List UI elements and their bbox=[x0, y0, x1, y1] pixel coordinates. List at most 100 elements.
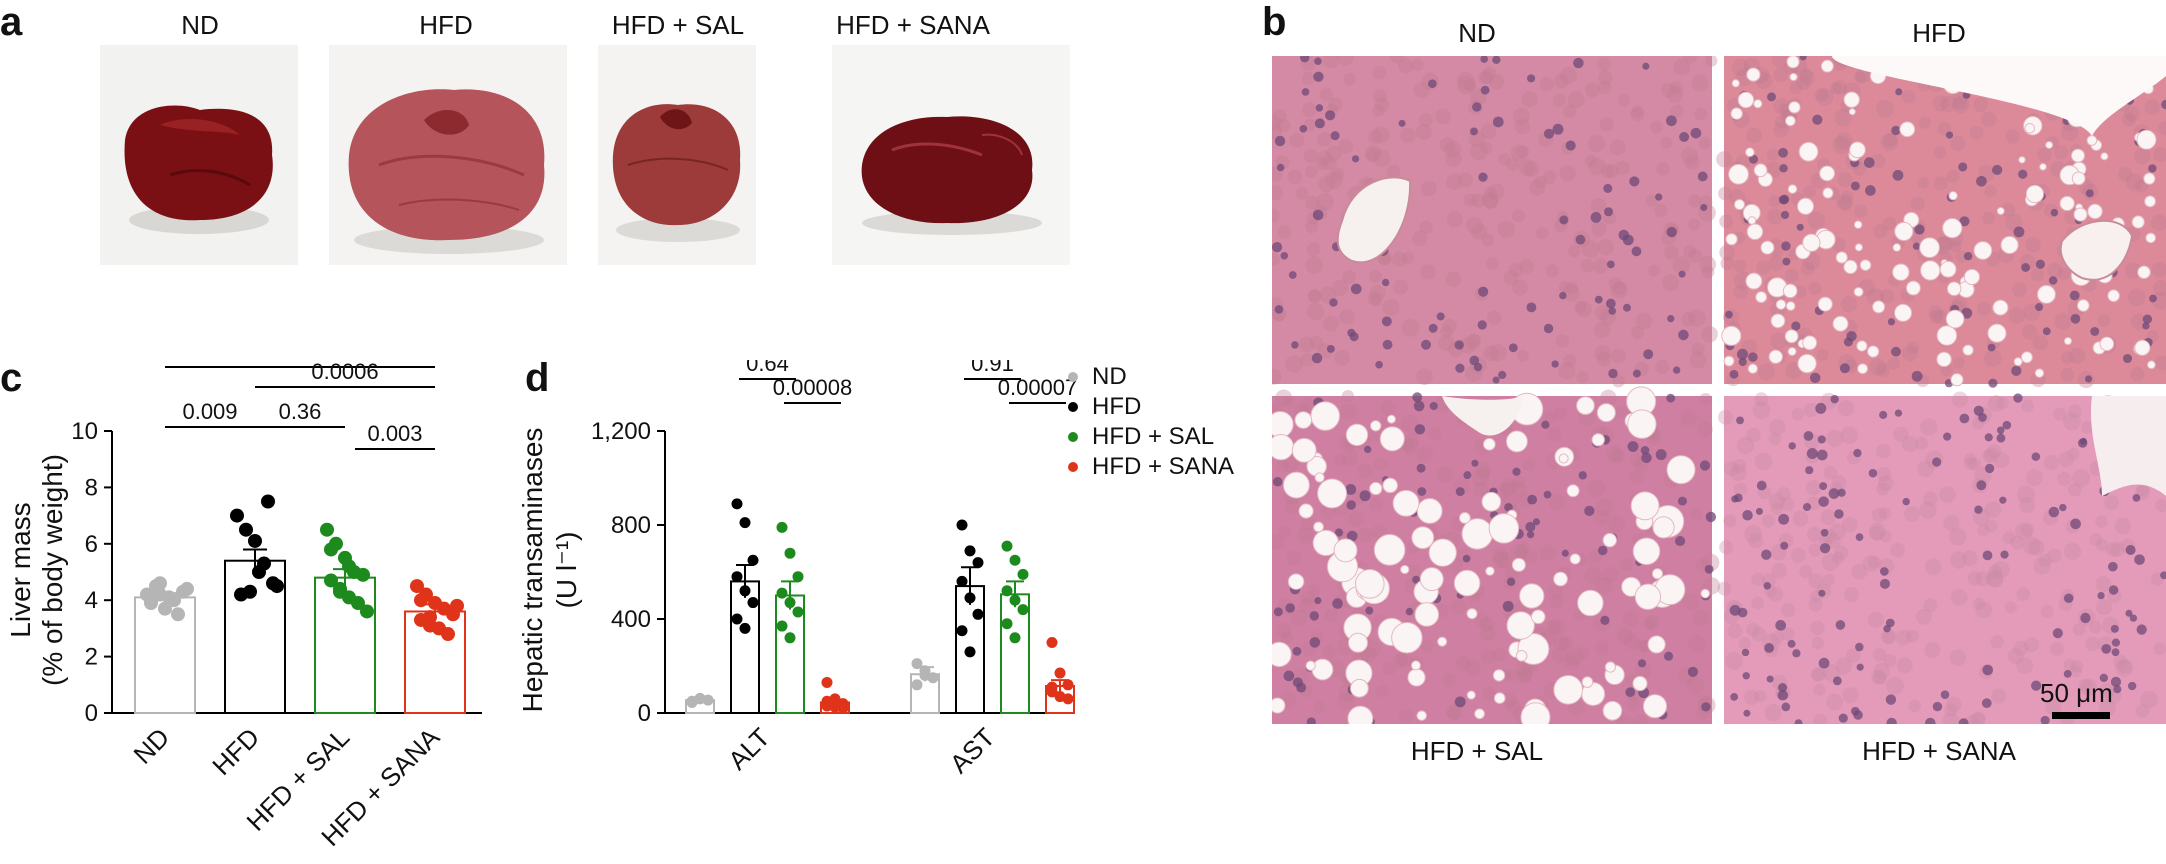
histo-caption-hfd-sal: HFD + SAL bbox=[1410, 736, 1544, 766]
c-point bbox=[180, 581, 194, 596]
c-comparison-label: 0.009 bbox=[182, 399, 237, 424]
c-point bbox=[410, 579, 424, 594]
d-point bbox=[694, 692, 706, 704]
d-ytick-label: 400 bbox=[611, 606, 651, 633]
d-point bbox=[739, 517, 751, 529]
histo-nd-vessel bbox=[1336, 176, 1412, 264]
d-point bbox=[956, 519, 968, 531]
panel-label-b: b bbox=[1262, 0, 1287, 44]
d-point bbox=[747, 597, 759, 609]
d-ylabel-1: Hepatic transaminases bbox=[520, 428, 548, 713]
legend-item: ND bbox=[1068, 362, 1234, 392]
c-point bbox=[423, 610, 437, 625]
d-point bbox=[776, 587, 788, 599]
d-point bbox=[911, 658, 923, 670]
d-point bbox=[964, 646, 976, 658]
c-ytick-label: 2 bbox=[85, 644, 98, 671]
legend-label: HFD + SAL bbox=[1092, 423, 1215, 450]
c-point bbox=[230, 508, 244, 523]
d-point bbox=[911, 679, 923, 691]
legend-marker bbox=[1068, 372, 1078, 382]
d-comparison-label: 0.64 bbox=[746, 360, 789, 376]
histo-hfd-sana bbox=[1717, 391, 2166, 724]
d-point bbox=[739, 622, 751, 634]
legend-label: HFD bbox=[1092, 393, 1142, 420]
d-point bbox=[956, 625, 968, 637]
d-point bbox=[1001, 585, 1013, 597]
c-point bbox=[441, 627, 455, 642]
c-ylabel-2: (% of body weight) bbox=[37, 454, 68, 686]
c-point bbox=[342, 559, 356, 574]
histology-grid bbox=[1272, 56, 2166, 724]
c-comparison-label: 0.36 bbox=[279, 399, 322, 424]
legend-marker bbox=[1068, 432, 1078, 442]
d-point bbox=[1017, 568, 1029, 580]
c-point bbox=[171, 607, 185, 622]
histo-sal-vessel bbox=[1442, 396, 1522, 436]
c-point bbox=[356, 567, 370, 582]
d-ytick-label: 0 bbox=[638, 700, 651, 727]
c-ytick-label: 10 bbox=[71, 418, 98, 445]
liver-photo-hfd-sana bbox=[832, 45, 1070, 265]
d-point bbox=[739, 585, 751, 597]
d-point bbox=[792, 571, 804, 583]
photo-caption-hfd: HFD bbox=[419, 10, 473, 40]
scale-bar-label: 50 μm bbox=[2040, 678, 2113, 708]
legend-item: HFD + SANA bbox=[1068, 452, 1234, 482]
c-ytick-label: 6 bbox=[85, 531, 98, 558]
c-category-label: HFD bbox=[206, 722, 265, 781]
d-point bbox=[792, 606, 804, 618]
c-point bbox=[158, 601, 172, 616]
d-point bbox=[1062, 693, 1074, 705]
d-point bbox=[956, 575, 968, 587]
histo-caption-hfd: HFD bbox=[1912, 18, 1966, 48]
histo-hfd-sal bbox=[1272, 386, 1721, 724]
histo-hfd-vessel bbox=[2059, 219, 2134, 281]
c-ytick-label: 0 bbox=[85, 700, 98, 727]
c-point bbox=[239, 522, 253, 537]
c-ylabel-1: Liver mass bbox=[5, 502, 36, 637]
d-point bbox=[964, 592, 976, 604]
d-point bbox=[1054, 667, 1066, 679]
c-point bbox=[261, 494, 275, 509]
d-group-label: ALT bbox=[722, 722, 776, 776]
d-point bbox=[1001, 540, 1013, 552]
d-point bbox=[821, 695, 833, 707]
d-comparison-label: 0.91 bbox=[971, 360, 1014, 376]
c-comparison-label: 0.24 bbox=[279, 360, 322, 364]
c-point bbox=[324, 573, 338, 588]
d-point bbox=[1017, 604, 1029, 616]
d-point bbox=[784, 632, 796, 644]
c-point bbox=[360, 604, 374, 619]
liver-photo-hfd bbox=[329, 45, 567, 265]
histo-nd bbox=[1272, 56, 1718, 388]
liver-photo-nd bbox=[100, 45, 298, 265]
photo-caption-hfd-sal: HFD + SAL bbox=[611, 10, 745, 40]
panel-label-a: a bbox=[0, 0, 23, 44]
d-point bbox=[784, 547, 796, 559]
histo-caption-hfd-sana: HFD + SANA bbox=[1862, 736, 2016, 766]
legend-item: HFD bbox=[1068, 392, 1234, 422]
c-comparison-label: 0.003 bbox=[367, 421, 422, 446]
d-point bbox=[731, 498, 743, 510]
c-point bbox=[243, 584, 257, 599]
d-point bbox=[1062, 679, 1074, 691]
histo-sana-vessel bbox=[2090, 396, 2166, 496]
d-point bbox=[731, 571, 743, 583]
d-point bbox=[919, 669, 931, 681]
d-point bbox=[731, 613, 743, 625]
c-point bbox=[324, 542, 338, 557]
d-point bbox=[964, 545, 976, 557]
histo-caption-nd: ND bbox=[1458, 18, 1496, 48]
d-group-label: AST bbox=[944, 722, 1001, 779]
c-comparison-label: 0.0006 bbox=[311, 360, 378, 384]
c-point bbox=[270, 579, 284, 594]
d-ylabel-2: (U l⁻¹) bbox=[551, 532, 582, 609]
panel-label-d: d bbox=[525, 356, 550, 400]
chart-liver-mass: 0 2 4 6 8 10 Liver mass (% of body weight) ND HFD… bbox=[5, 360, 482, 852]
d-comparison-label: 0.00008 bbox=[773, 375, 853, 400]
c-point bbox=[248, 533, 262, 548]
c-point bbox=[153, 576, 167, 591]
d-point bbox=[1009, 594, 1021, 606]
d-point bbox=[972, 608, 984, 620]
